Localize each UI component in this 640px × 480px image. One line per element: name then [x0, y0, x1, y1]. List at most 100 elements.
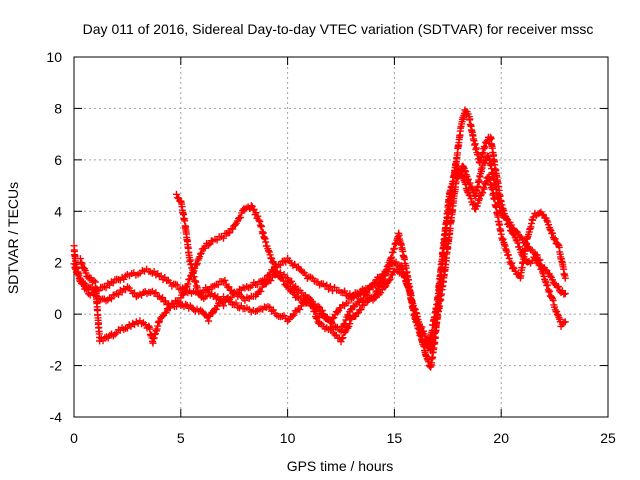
x-axis-title: GPS time / hours: [287, 458, 394, 474]
data-point: [385, 276, 393, 284]
data-point: [546, 225, 554, 233]
data-point: [197, 249, 205, 257]
plot-border: [73, 56, 609, 418]
data-point: [184, 280, 192, 288]
data-point: [152, 289, 160, 297]
data-point: [466, 179, 474, 187]
data-point: [82, 269, 90, 277]
data-point: [115, 291, 122, 299]
data-point: [197, 250, 204, 258]
data-point: [280, 277, 288, 285]
data-point: [509, 264, 517, 271]
data-point: [277, 261, 284, 269]
data-point: [302, 299, 310, 307]
x-tick-label: 25: [600, 430, 616, 446]
data-point: [536, 256, 544, 264]
data-point: [371, 294, 379, 302]
data-point: [533, 251, 541, 259]
data-point: [469, 201, 477, 209]
data-point: [254, 212, 262, 220]
data-point: [502, 215, 510, 222]
data-point: [381, 283, 389, 291]
data-point: [162, 297, 169, 305]
data-point: [262, 276, 270, 283]
data-point: [269, 306, 277, 314]
data-point: [313, 314, 321, 322]
data-point: [278, 274, 286, 281]
data-point: [157, 272, 165, 280]
y-tick-label: 8: [54, 100, 62, 116]
data-point: [328, 325, 336, 333]
data-point: [469, 185, 477, 193]
data-point: [554, 240, 562, 248]
data-point: [255, 216, 263, 224]
data-point: [508, 259, 516, 267]
data-point: [554, 283, 562, 290]
data-point: [71, 264, 79, 272]
data-point: [76, 255, 84, 263]
data-point: [102, 284, 110, 292]
data-point: [180, 288, 188, 296]
data-point: [360, 295, 367, 303]
series-track-3: [76, 164, 569, 352]
data-point: [347, 306, 355, 314]
tick-labels: 0 5 10 15 20 25 -4 -2 0 2 4 6 8 10: [46, 49, 616, 446]
data-point: [377, 289, 385, 297]
data-point: [374, 290, 382, 298]
y-tick-label: -4: [50, 409, 63, 425]
data-point: [380, 279, 388, 287]
data-point: [90, 277, 98, 285]
data-point: [549, 229, 556, 237]
data-point: [205, 317, 213, 325]
data-point: [467, 195, 475, 203]
data-point: [330, 314, 338, 321]
data-point: [504, 251, 512, 259]
data-point: [269, 258, 277, 266]
data-point: [561, 318, 569, 326]
data-point: [269, 267, 277, 275]
data-point: [77, 259, 85, 267]
axis-ticks: [73, 56, 609, 418]
data-point: [227, 294, 235, 302]
data-point: [282, 258, 290, 266]
data-point: [267, 277, 275, 285]
data-point: [221, 276, 229, 284]
data-point: [286, 278, 294, 286]
x-tick-label: 0: [70, 430, 78, 446]
y-axis-title: SDTVAR / TECUs: [5, 182, 21, 294]
data-point: [344, 299, 352, 307]
data-point: [328, 318, 335, 326]
x-tick-label: 10: [280, 430, 296, 446]
data-point: [225, 283, 233, 291]
x-tick-label: 15: [387, 430, 403, 446]
data-point: [323, 281, 331, 289]
data-point: [212, 305, 220, 313]
data-point: [346, 320, 354, 328]
data-point: [107, 295, 115, 303]
grid-lines: [74, 57, 608, 417]
data-point: [561, 290, 569, 298]
data-point: [72, 265, 80, 273]
data-point: [182, 300, 190, 308]
data-point: [507, 221, 515, 229]
data-point: [308, 302, 316, 310]
y-tick-label: 2: [54, 255, 62, 271]
y-tick-label: 6: [54, 152, 62, 168]
data-point: [512, 227, 520, 235]
data-point: [339, 334, 347, 342]
series-track-4: [173, 190, 388, 310]
data-point: [326, 282, 334, 290]
data-point: [561, 274, 569, 282]
data-point: [201, 293, 209, 301]
chart-title: Day 011 of 2016, Sidereal Day-to-day VTE…: [83, 21, 594, 37]
data-point: [347, 315, 355, 323]
data-point: [491, 195, 499, 203]
data-point: [290, 311, 298, 319]
data-point: [186, 275, 194, 283]
data-point: [131, 289, 138, 297]
data-point: [193, 260, 201, 268]
data-point: [560, 290, 568, 298]
data-point: [541, 277, 549, 285]
data-point: [296, 305, 304, 313]
